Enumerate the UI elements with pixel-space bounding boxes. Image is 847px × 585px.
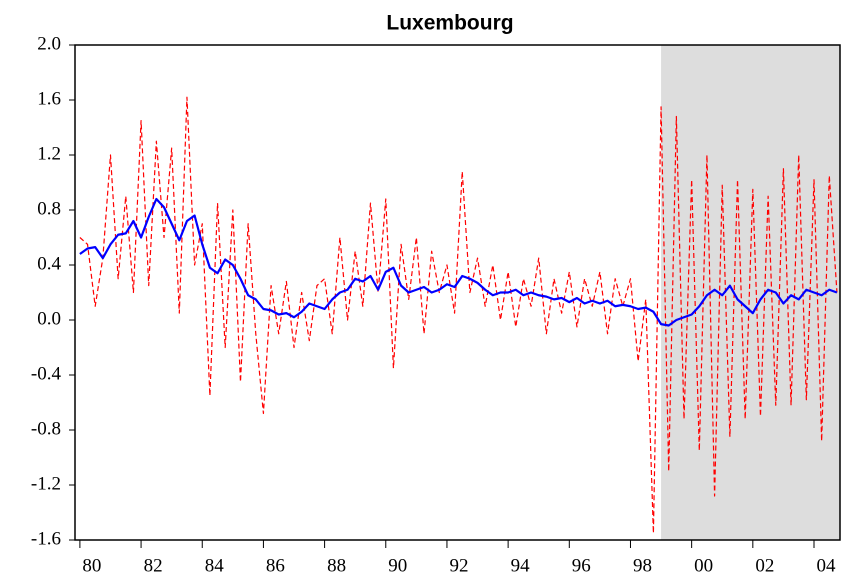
x-tick-label: 84 <box>205 555 225 576</box>
x-tick-label: 04 <box>817 555 837 576</box>
x-tick-label: 86 <box>266 555 285 576</box>
y-tick-label: 0.4 <box>37 253 61 274</box>
data-line <box>79 197 838 327</box>
x-tick-label: 88 <box>327 555 346 576</box>
x-tick-label: 96 <box>572 555 591 576</box>
x-tick-label: 82 <box>144 555 163 576</box>
x-tick-label: 80 <box>82 555 101 576</box>
y-tick-label: 1.2 <box>37 143 61 164</box>
data-line <box>79 96 838 534</box>
x-tick-label: 02 <box>755 555 774 576</box>
y-tick-label: 1.6 <box>37 88 61 109</box>
y-tick-label: 0.0 <box>37 308 61 329</box>
x-tick-label: 90 <box>388 555 407 576</box>
x-tick-label: 94 <box>511 555 531 576</box>
y-tick-label: -0.4 <box>31 363 62 384</box>
chart-title: Luxembourg <box>386 12 513 35</box>
y-tick-label: 0.8 <box>37 198 61 219</box>
x-tick-label: 00 <box>694 555 713 576</box>
plot-frame <box>74 44 841 541</box>
y-tick-label: 2.0 <box>37 33 61 54</box>
x-tick-label: 92 <box>449 555 468 576</box>
y-tick-label: -0.8 <box>31 418 61 439</box>
x-tick-label: 98 <box>633 555 652 576</box>
y-tick-label: -1.6 <box>31 528 61 549</box>
shaded-region <box>661 45 840 540</box>
y-tick-label: -1.2 <box>31 473 61 494</box>
